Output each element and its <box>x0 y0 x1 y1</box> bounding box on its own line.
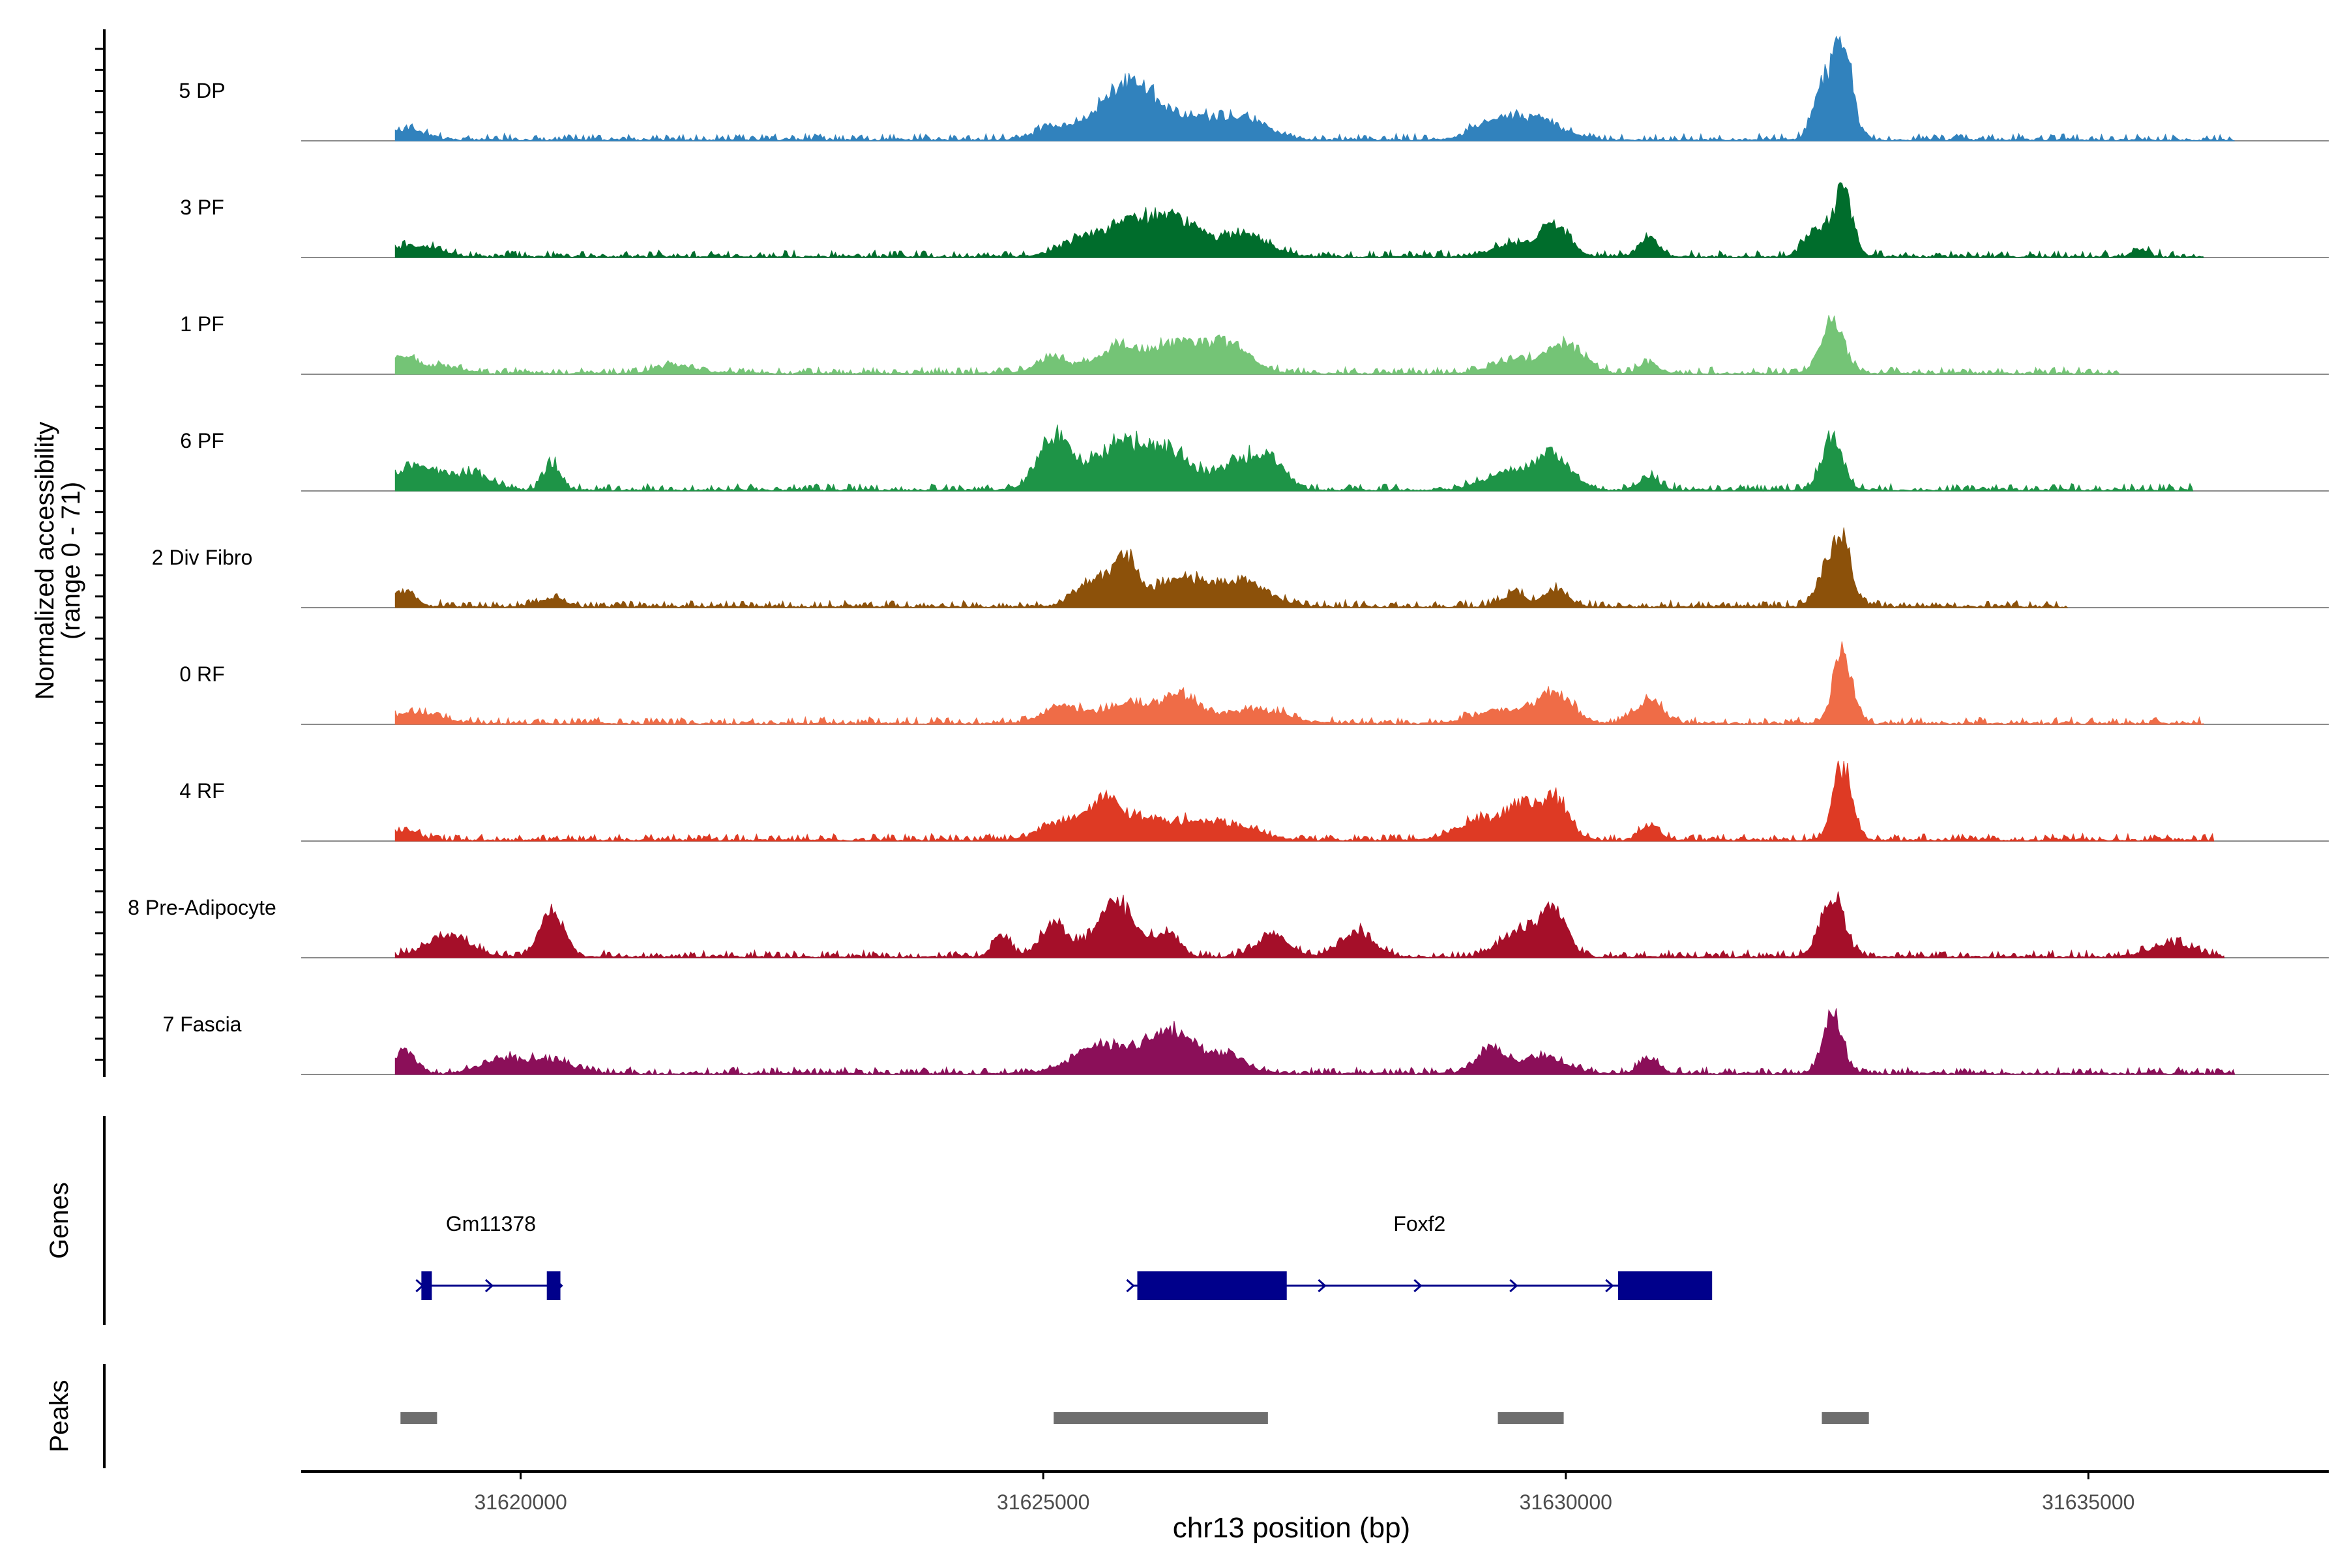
y-axis-title: Normalized accessibility <box>31 422 59 700</box>
coverage-area <box>394 424 2194 492</box>
y-axis-range: (range 0 - 71) <box>57 482 85 640</box>
track-label: 4 RF <box>179 779 224 803</box>
track-3: 1 PF <box>180 312 2329 376</box>
gene-exon <box>421 1271 432 1300</box>
coverage-area <box>394 641 2204 726</box>
strand-arrow <box>1318 1279 1327 1293</box>
track-label: 0 RF <box>179 662 224 686</box>
track-label: 7 Fascia <box>163 1013 242 1036</box>
strand-arrow <box>1126 1279 1135 1293</box>
peak-bar <box>400 1412 437 1424</box>
track-5: 2 Div Fibro <box>152 527 2329 609</box>
x-axis-title: chr13 position (bp) <box>1173 1512 1410 1544</box>
track-8: 8 Pre-Adipocyte <box>128 891 2329 959</box>
track-4: 6 PF <box>180 424 2329 492</box>
genes-panel-label: Genes <box>45 1182 74 1259</box>
track-label: 8 Pre-Adipocyte <box>128 896 276 919</box>
gene-2: Foxf2 <box>1126 1212 1713 1300</box>
x-tick-label: 31635000 <box>2042 1490 2134 1514</box>
track-2: 3 PF <box>180 182 2329 259</box>
track-9: 7 Fascia <box>163 1008 2329 1076</box>
track-6: 0 RF <box>179 641 2329 726</box>
x-tick-label: 31620000 <box>474 1490 567 1514</box>
gene-1: Gm11378 <box>415 1212 563 1300</box>
gene-track: Gm11378 Foxf2 <box>415 1212 1713 1300</box>
track-label: 3 PF <box>180 196 224 219</box>
coverage-area <box>394 315 2121 376</box>
gene-exon <box>1137 1271 1287 1300</box>
strand-arrow <box>1605 1279 1614 1293</box>
coverage-area <box>394 182 2204 259</box>
x-tick-label: 31625000 <box>997 1490 1089 1514</box>
track-label: 2 Div Fibro <box>152 546 253 569</box>
gene-exon <box>1617 1271 1713 1300</box>
coverage-area <box>394 1008 2236 1076</box>
peak-bar <box>1054 1412 1268 1424</box>
peak-bar <box>1498 1412 1564 1424</box>
peak-bar <box>1822 1412 1869 1424</box>
coverage-area <box>394 527 2069 609</box>
track-label: 5 DP <box>179 79 225 102</box>
x-axis: 31620000 31625000 31630000 31635000 <box>301 1470 2329 1514</box>
gene-name: Foxf2 <box>1393 1212 1445 1235</box>
peak-track <box>400 1412 1869 1424</box>
track-1: 5 DP <box>179 35 2329 142</box>
peaks-panel-label: Peaks <box>45 1380 74 1452</box>
left-axes <box>95 29 106 1468</box>
coverage-tracks: 5 DP 3 PF 1 PF 6 PF 2 Div Fibro 0 RF 4 RF 8 Pre… <box>128 35 2329 1076</box>
track-7: 4 RF <box>179 760 2329 842</box>
track-label: 1 PF <box>180 312 224 336</box>
x-tick-label: 31630000 <box>1520 1490 1612 1514</box>
gene-exon <box>546 1271 561 1300</box>
coverage-area <box>394 35 2235 142</box>
coverage-area <box>394 760 2215 842</box>
gene-name: Gm11378 <box>446 1212 536 1235</box>
track-label: 6 PF <box>180 429 224 452</box>
coverage-area <box>394 891 2225 959</box>
strand-arrow <box>1509 1279 1518 1293</box>
strand-arrow <box>1413 1279 1423 1293</box>
strand-arrow <box>484 1279 494 1293</box>
